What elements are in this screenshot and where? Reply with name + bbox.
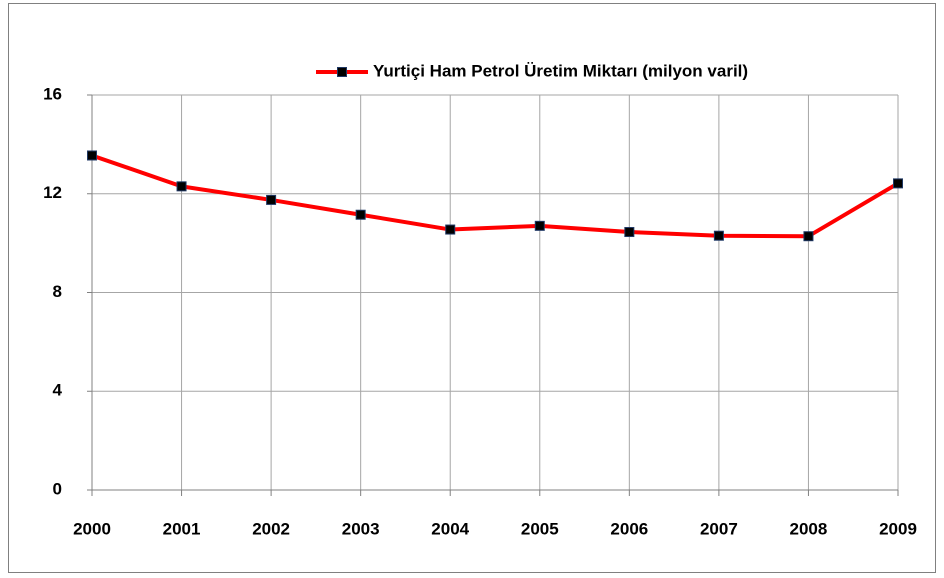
data-point <box>266 194 277 205</box>
y-tick-label: 16 <box>43 84 62 103</box>
data-point <box>624 227 635 238</box>
data-point <box>445 224 456 235</box>
y-tick-label: 8 <box>53 282 62 301</box>
y-tick-label: 12 <box>43 183 62 202</box>
x-tick-label: 2007 <box>700 519 738 538</box>
data-line <box>91 153 900 239</box>
data-point <box>803 231 814 242</box>
x-tick-label: 2004 <box>431 519 469 538</box>
legend-marker <box>337 67 347 77</box>
x-tick-label: 2009 <box>879 519 917 538</box>
x-tick-label: 2001 <box>163 519 201 538</box>
data-point <box>534 220 545 231</box>
chart-border <box>8 3 936 573</box>
data-point <box>176 181 187 192</box>
x-tick-label: 2008 <box>790 519 828 538</box>
y-tick-label: 4 <box>53 381 63 400</box>
data-point <box>713 230 724 241</box>
data-point <box>893 178 903 189</box>
legend-label: Yurtiçi Ham Petrol Üretim Miktarı (milyo… <box>373 61 748 80</box>
x-tick-label: 2002 <box>252 519 290 538</box>
y-tick-label: 0 <box>53 479 62 498</box>
x-tick-label: 2005 <box>521 519 559 538</box>
data-point <box>355 209 366 220</box>
x-tick-label: 2000 <box>73 519 111 538</box>
data-point <box>87 150 97 161</box>
x-tick-label: 2003 <box>342 519 380 538</box>
x-tick-label: 2006 <box>610 519 648 538</box>
